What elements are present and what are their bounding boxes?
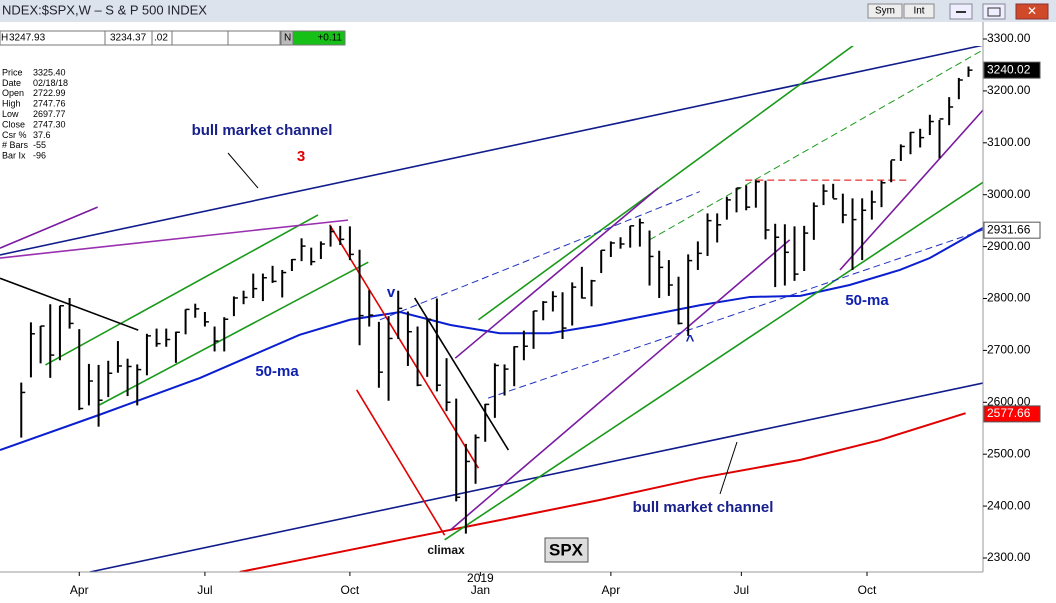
- quote-low: 3234.37: [110, 33, 147, 44]
- trendline: [487, 229, 983, 399]
- quote-change: +0.11: [317, 33, 342, 44]
- info-value: 3325.40: [33, 67, 66, 77]
- info-value: 2722.99: [33, 88, 66, 98]
- annotation: 50-ma: [255, 363, 299, 380]
- trendline: [449, 239, 791, 531]
- info-value: 2747.30: [33, 119, 66, 129]
- x-tick-label: Apr: [70, 583, 89, 597]
- price-marker-box: [983, 221, 1041, 239]
- x-tick-label: Oct: [858, 583, 877, 597]
- annotation: climax: [427, 543, 465, 557]
- maximize-icon: [987, 7, 1001, 17]
- info-label: Close: [2, 119, 25, 129]
- window-title: NDEX:$SPX,W – S & P 500 INDEX: [2, 2, 207, 17]
- info-label: Low: [2, 109, 19, 119]
- x-tick-label: Jul: [197, 583, 212, 597]
- trendline: [649, 49, 983, 241]
- change-box: [292, 30, 346, 46]
- price-marker-box: [983, 61, 1041, 79]
- close-icon: ✕: [1027, 4, 1037, 18]
- info-value: 2747.76: [33, 99, 66, 109]
- quote-small: .02: [154, 33, 168, 44]
- moving-average: [239, 412, 966, 572]
- title-bar: [0, 0, 1056, 22]
- sym-button[interactable]: [867, 3, 903, 19]
- symbol-box: [544, 537, 589, 563]
- y-tick-label: 3300.00: [987, 31, 1031, 45]
- annotation: bull market channel: [192, 122, 333, 139]
- x-tick-label: Apr: [602, 583, 621, 597]
- trendline: [0, 206, 98, 249]
- info-label: High: [2, 99, 21, 109]
- close-button[interactable]: [1015, 3, 1049, 20]
- trendline: [454, 187, 659, 359]
- plot-area: [0, 46, 983, 572]
- info-value: 37.6: [33, 130, 51, 140]
- y-tick-label: 2800.00: [987, 291, 1031, 305]
- annotation: 50-ma: [845, 292, 889, 309]
- y-tick-label: 2900.00: [987, 239, 1031, 253]
- annotation: ^: [686, 332, 695, 349]
- minimize-icon: [956, 11, 966, 13]
- info-label: # Bars: [2, 140, 29, 150]
- annotation-pointer: [227, 152, 259, 189]
- info-label: Bar Ix: [2, 151, 26, 161]
- trendline: [0, 219, 349, 259]
- price-marker-label: 2577.66: [987, 406, 1031, 420]
- chart-title: SPX: [549, 540, 584, 559]
- moving-average: [0, 227, 983, 451]
- y-tick-label: 2400.00: [987, 498, 1031, 512]
- maximize-button[interactable]: [982, 3, 1006, 20]
- sym-label[interactable]: Sym: [875, 6, 895, 17]
- y-tick-label: 3100.00: [987, 135, 1031, 149]
- info-label: Open: [2, 88, 24, 98]
- trendline: [45, 214, 319, 366]
- trendline: [89, 382, 983, 572]
- trendline: [0, 46, 983, 256]
- annotation-pointer: [719, 441, 738, 495]
- y-tick-label: 3000.00: [987, 187, 1031, 201]
- annotation: v: [387, 284, 396, 301]
- annotation: bull market channel: [633, 499, 774, 516]
- int-label[interactable]: Int: [913, 6, 924, 17]
- info-label: Csr %: [2, 130, 27, 140]
- y-tick-label: 2700.00: [987, 343, 1031, 357]
- price-marker-label: 2931.66: [987, 222, 1031, 236]
- info-label: Price: [2, 67, 23, 77]
- y-tick-label: 3200.00: [987, 83, 1031, 97]
- info-value: 02/18/18: [33, 78, 68, 88]
- trendline: [355, 389, 446, 536]
- y-tick-label: 2500.00: [987, 446, 1031, 460]
- quote-row: H 3247.93 3234.37 .02 N +0.11: [0, 30, 346, 46]
- y-tick-label: 2300.00: [987, 550, 1031, 564]
- plot-background: [0, 22, 1056, 603]
- x-year-label: 2019: [467, 571, 494, 585]
- trendline: [477, 46, 854, 321]
- y-tick-label: 2600.00: [987, 394, 1031, 408]
- quote-h: H: [1, 33, 8, 44]
- x-tick-label: Jul: [734, 583, 749, 597]
- x-tick-label: Jan: [471, 583, 490, 597]
- x-tick-label: Oct: [341, 583, 360, 597]
- trendline: [413, 297, 510, 451]
- info-value: -96: [33, 151, 46, 161]
- trendline: [379, 191, 700, 321]
- trendline: [839, 109, 983, 271]
- trendline: [99, 261, 369, 406]
- quote-high: 3247.93: [9, 33, 46, 44]
- price-marker-box: [983, 405, 1041, 423]
- quote-flag: N: [284, 33, 291, 44]
- info-panel: Price 3325.40 Date 02/18/18 Open 2722.99 High 2…: [2, 67, 68, 160]
- info-value: 2697.77: [33, 109, 66, 119]
- info-value: -55: [33, 140, 46, 150]
- price-marker-label: 3240.02: [987, 62, 1031, 76]
- info-label: Date: [2, 78, 21, 88]
- trendline: [444, 181, 983, 541]
- int-button[interactable]: [903, 3, 935, 19]
- quote-box: [0, 30, 281, 46]
- annotation: 3: [297, 148, 305, 165]
- trendline: [328, 224, 480, 469]
